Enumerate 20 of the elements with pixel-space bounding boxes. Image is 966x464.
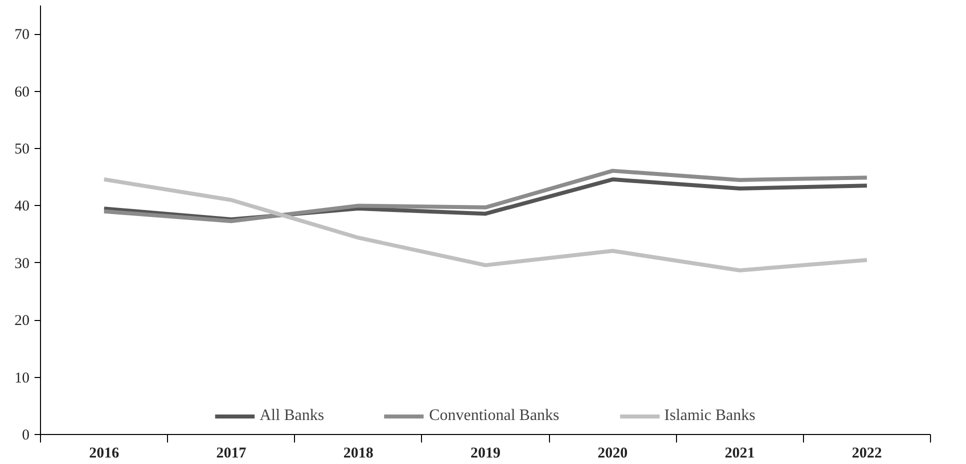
x-tick-label: 2022 [852,446,882,462]
y-tick-label: 70 [14,27,30,44]
y-tick-label: 50 [14,142,30,158]
legend-label: Conventional Banks [429,407,560,425]
line-series [102,177,869,272]
y-tick-label: 40 [14,198,30,215]
y-tick-label: 0 [22,428,30,444]
line-series [102,168,869,224]
x-tick-label: 2017 [216,446,247,462]
x-tick-label: 2019 [470,446,500,462]
y-tick-label: 10 [14,370,30,386]
y-tick-label: 20 [14,313,30,330]
legend-label: All Banks [260,407,324,425]
x-tick-label: 2020 [598,446,628,462]
y-tick-label: 30 [14,256,30,272]
x-tick-label: 2016 [89,446,120,462]
x-tick-label: 2018 [343,446,374,462]
y-tick-label: 60 [14,84,30,100]
legend-label: Islamic Banks [664,407,756,425]
x-tick-label: 2021 [724,446,755,462]
